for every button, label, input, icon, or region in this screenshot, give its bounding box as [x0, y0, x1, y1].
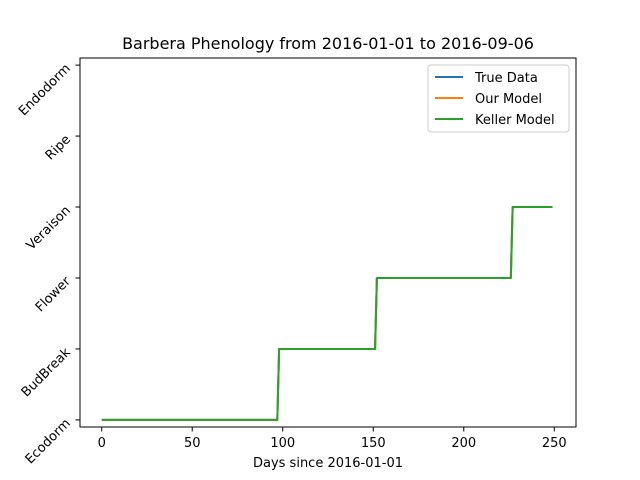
- series-line-0: [101, 206, 553, 421]
- x-tick-label-5: 250: [542, 436, 567, 451]
- legend-label-1: Our Model: [475, 92, 542, 107]
- legend-label-2: Keller Model: [475, 113, 555, 128]
- series-line-2: [101, 206, 553, 421]
- y-axis: Ecodorm BudBreak Flower Veraison Ripe Endodor…: [16, 61, 80, 467]
- x-tick-label-1: 50: [184, 436, 201, 451]
- series-line-1: [101, 206, 553, 421]
- y-tick-label-1: BudBreak: [19, 345, 74, 400]
- x-tick-label-4: 200: [451, 436, 476, 451]
- plot-frame: [79, 57, 577, 428]
- legend-items: True Data Our Model Keller Model: [435, 71, 555, 128]
- legend-label-0: True Data: [474, 71, 538, 86]
- chart-title: Barbera Phenology from 2016-01-01 to 201…: [122, 34, 534, 53]
- y-tick-label-3: Veraison: [24, 203, 74, 253]
- legend: True Data Our Model Keller Model: [427, 64, 570, 133]
- y-tick-label-5: Endodorm: [16, 61, 74, 119]
- x-tick-label-0: 0: [98, 436, 106, 451]
- x-tick-label-3: 150: [361, 436, 386, 451]
- x-axis-label: Days since 2016-01-01: [253, 456, 403, 471]
- y-tick-label-4: Ripe: [43, 132, 74, 163]
- y-tick-label-2: Flower: [33, 274, 74, 315]
- y-tick-label-0: Ecodorm: [23, 416, 74, 467]
- series-layer: [101, 206, 553, 421]
- x-tick-label-2: 100: [270, 436, 295, 451]
- legend-box: [427, 64, 570, 133]
- x-axis: 0 50 100 150 200 250: [98, 427, 567, 451]
